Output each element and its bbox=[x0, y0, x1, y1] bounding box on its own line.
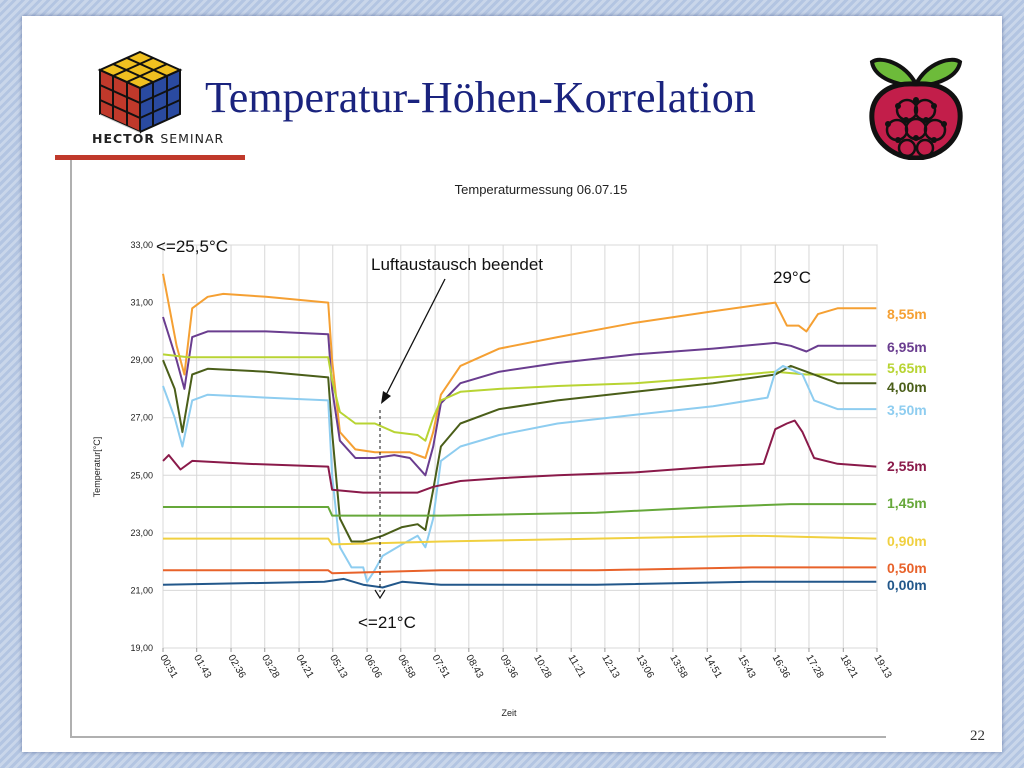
y-tick-label: 31,00 bbox=[130, 298, 153, 308]
legend-label-3-50m: 3,50m bbox=[887, 402, 927, 418]
annotation-marker-arrow bbox=[374, 589, 386, 600]
series-line-5-65m bbox=[162, 353, 877, 442]
y-tick-label: 33,00 bbox=[130, 240, 153, 250]
series-line-0-90m bbox=[163, 534, 877, 546]
x-tick-label: 11:21 bbox=[566, 653, 588, 680]
raspberry-pi-icon bbox=[869, 57, 963, 160]
series-line-3-50m bbox=[162, 364, 877, 583]
x-tick-label: 06:58 bbox=[395, 653, 417, 681]
title-underline bbox=[55, 155, 245, 160]
annotation-arrow-head bbox=[381, 391, 391, 404]
series-line-4-00m bbox=[162, 359, 877, 543]
x-tick-label: 12:13 bbox=[599, 653, 621, 681]
y-tick-label: 25,00 bbox=[130, 470, 153, 480]
x-tick-label: 01:43 bbox=[191, 653, 213, 681]
logo-text: HECTOR SEMINAR bbox=[92, 131, 224, 146]
y-tick-label: 23,00 bbox=[130, 528, 153, 538]
annotation-29c: 29°C bbox=[773, 268, 811, 287]
legend-label-0-00m: 0,00m bbox=[887, 577, 927, 593]
series-line-2-55m bbox=[162, 419, 877, 494]
x-tick-label: 08:43 bbox=[463, 653, 485, 681]
y-tick-label: 21,00 bbox=[130, 585, 153, 595]
y-tick-label: 27,00 bbox=[130, 413, 153, 423]
legend-label-2-55m: 2,55m bbox=[887, 458, 927, 474]
annotation-max-temp: <=25,5°C bbox=[156, 237, 228, 256]
x-tick-label: 03:28 bbox=[259, 653, 281, 681]
chart-title: Temperaturmessung 06.07.15 bbox=[455, 182, 628, 197]
x-tick-label: 09:36 bbox=[498, 653, 520, 681]
logo-text-regular: SEMINAR bbox=[160, 131, 225, 146]
annotation-arrow-line bbox=[384, 278, 446, 398]
series-line-8-55m bbox=[162, 273, 877, 459]
x-tick-label: 05:13 bbox=[327, 653, 349, 681]
series-line-0-50m bbox=[163, 566, 877, 575]
x-tick-label: 13:06 bbox=[634, 653, 656, 681]
series-line-0-00m bbox=[162, 577, 877, 589]
y-tick-label: 29,00 bbox=[130, 355, 153, 365]
series-line-1-45m bbox=[163, 503, 877, 517]
x-tick-label: 10:28 bbox=[531, 653, 553, 681]
y-tick-label: 19,00 bbox=[130, 643, 153, 653]
x-tick-label: 17:28 bbox=[803, 653, 825, 681]
x-tick-label: 18:21 bbox=[838, 653, 860, 681]
x-tick-label: 00:51 bbox=[157, 653, 179, 681]
annotation-min-temp: <=21°C bbox=[358, 613, 416, 632]
series-line-6-95m bbox=[162, 316, 877, 477]
y-axis-label: Temperatur[°C] bbox=[92, 437, 102, 498]
slide-title: Temperatur-Höhen-Korrelation bbox=[205, 73, 756, 122]
x-tick-label: 02:36 bbox=[225, 653, 247, 681]
legend-label-8-55m: 8,55m bbox=[887, 306, 927, 322]
hector-seminar-logo bbox=[97, 50, 183, 136]
page-number: 22 bbox=[970, 728, 985, 744]
x-tick-label: 06:06 bbox=[361, 653, 383, 681]
legend-label-6-95m: 6,95m bbox=[887, 339, 927, 355]
chart-frame bbox=[70, 160, 886, 738]
x-tick-label: 07:51 bbox=[430, 653, 452, 681]
legend-label-1-45m: 1,45m bbox=[887, 495, 927, 511]
x-tick-label: 14:51 bbox=[702, 653, 724, 681]
x-tick-label: 16:36 bbox=[770, 653, 792, 681]
x-tick-label: 13:58 bbox=[667, 653, 689, 681]
x-tick-label: 15:43 bbox=[735, 653, 757, 681]
legend-label-0-90m: 0,90m bbox=[887, 533, 927, 549]
logo-text-bold: HECTOR bbox=[92, 131, 155, 146]
legend-label-4-00m: 4,00m bbox=[887, 379, 927, 395]
legend-label-0-50m: 0,50m bbox=[887, 560, 927, 576]
x-tick-label: 04:21 bbox=[293, 653, 315, 681]
legend-label-5-65m: 5,65m bbox=[887, 360, 927, 376]
x-tick-label: 19:13 bbox=[871, 653, 893, 681]
x-axis-label: Zeit bbox=[501, 708, 517, 718]
annotation-air-exchange: Luftaustausch beendet bbox=[371, 255, 543, 274]
